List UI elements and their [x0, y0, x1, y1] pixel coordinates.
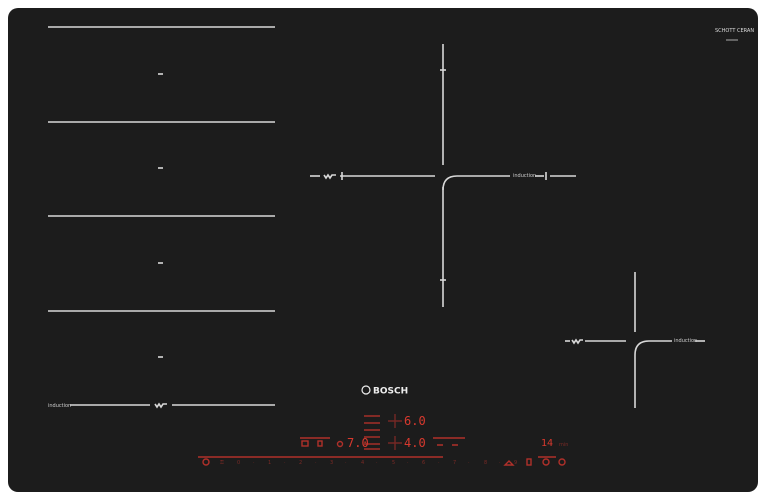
- svg-text:·: ·: [438, 460, 440, 466]
- svg-text:·: ·: [253, 460, 255, 466]
- svg-text:SCHOTT CERAN: SCHOTT CERAN: [715, 28, 754, 34]
- wave-icon: [154, 402, 167, 409]
- svg-text:2: 2: [299, 460, 302, 466]
- flex-icon[interactable]: [301, 440, 309, 447]
- svg-text:8: 8: [484, 460, 487, 466]
- svg-text:·: ·: [284, 460, 286, 466]
- svg-text:·: ·: [499, 460, 501, 466]
- timer-icon[interactable]: [336, 440, 344, 448]
- wipe-protect-icon[interactable]: [526, 458, 532, 466]
- zone-label: induction: [513, 173, 536, 179]
- wave-icon: [323, 173, 336, 180]
- svg-text:5: 5: [392, 460, 395, 466]
- level-bars: [364, 415, 380, 450]
- svg-text:·: ·: [315, 460, 317, 466]
- timer-unit: min: [559, 442, 568, 448]
- plus-icon[interactable]: [388, 414, 402, 428]
- timer-display: 14: [541, 438, 553, 449]
- schott-ceran-logo: SCHOTT CERAN: [715, 28, 754, 41]
- zone-right[interactable]: induction: [565, 272, 705, 408]
- timer-button-icon[interactable]: [542, 458, 550, 466]
- glass-surface: [8, 8, 758, 492]
- svg-text:·: ·: [345, 460, 347, 466]
- move-icon[interactable]: [317, 440, 323, 447]
- power-button-icon[interactable]: [202, 458, 210, 466]
- zone-label: induction: [674, 338, 697, 344]
- svg-text:BOSCH: BOSCH: [373, 387, 408, 397]
- svg-text:·: ·: [376, 460, 378, 466]
- svg-text:3: 3: [330, 460, 333, 466]
- svg-text:7: 7: [453, 460, 456, 466]
- svg-text:1: 1: [268, 460, 271, 466]
- svg-text:·: ·: [468, 460, 470, 466]
- upper-level-display: 6.0: [404, 414, 426, 428]
- wave-icon: [571, 338, 583, 345]
- clock-icon[interactable]: [558, 458, 566, 466]
- boost-icon[interactable]: [503, 460, 515, 466]
- child-lock-icon[interactable]: ⚿: [220, 460, 224, 466]
- plus-icon[interactable]: [388, 436, 402, 450]
- bosch-logo: BOSCH: [361, 385, 408, 397]
- svg-text:·: ·: [407, 460, 409, 466]
- flex-zone-left[interactable]: induction: [48, 26, 275, 409]
- zone-label: induction: [48, 403, 71, 409]
- svg-text:9: 9: [514, 460, 517, 466]
- flex-zone-center[interactable]: induction: [310, 44, 576, 307]
- power-scale[interactable]: 0 · 1 · 2 · 3 · 4 · 5 · 6 · 7 · 8 · 9: [237, 460, 517, 466]
- left-level-display: 7.0: [347, 436, 369, 450]
- lower-level-display: 4.0: [404, 436, 426, 450]
- svg-text:6: 6: [422, 460, 425, 466]
- control-panel: 6.0 4.0 7.0 14 min ⚿ 0 · 1 · 2 · 3 · 4 ·…: [198, 414, 568, 466]
- svg-text:0: 0: [237, 460, 240, 466]
- svg-text:4: 4: [361, 460, 364, 466]
